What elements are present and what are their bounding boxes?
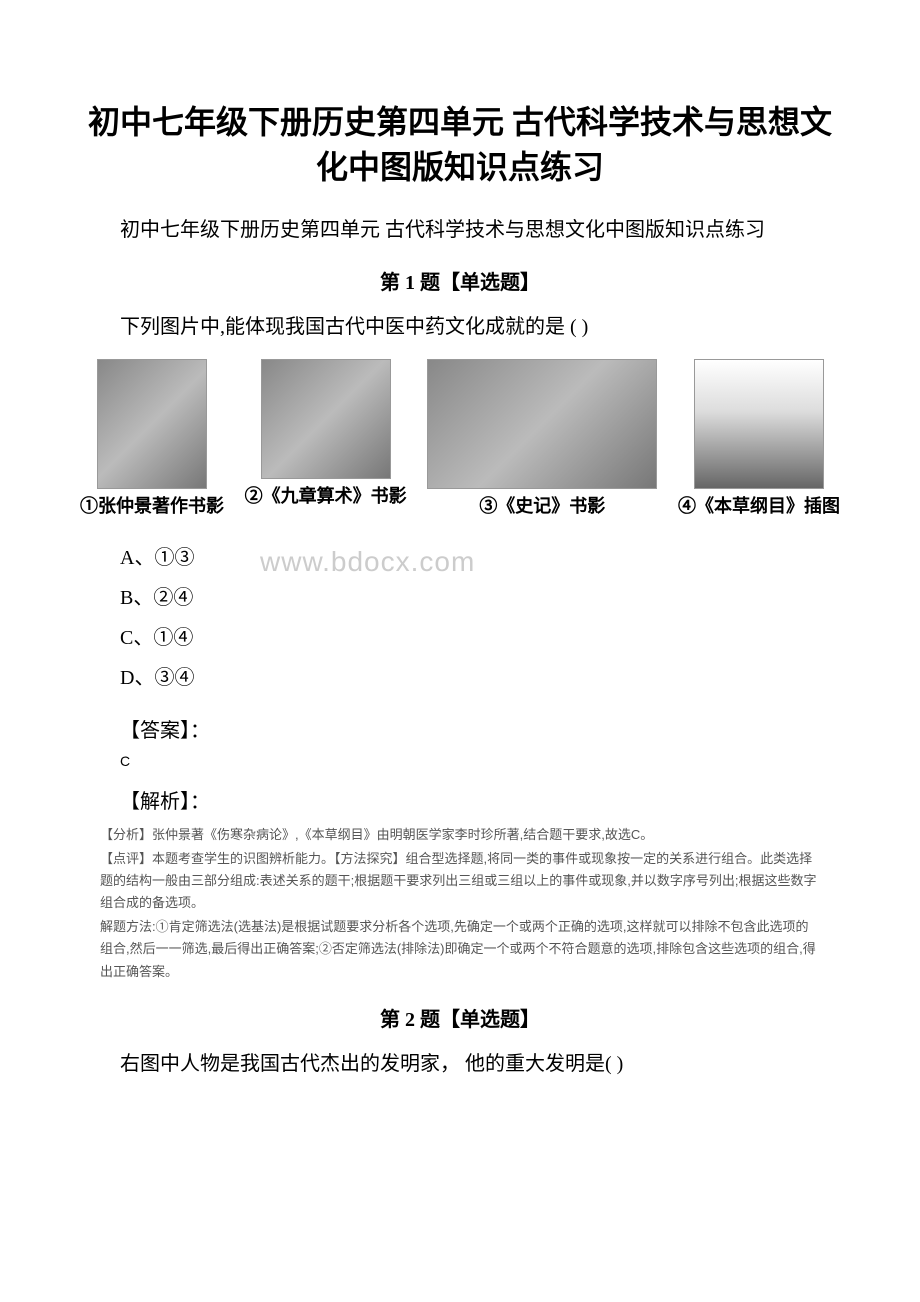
caption-3: ③《史记》书影 [479,495,605,518]
image-item-2: ②《九章算术》书影 [245,359,407,518]
option-a-text: A、①③ [120,547,194,569]
analysis-p3: 解题方法:①肯定筛选法(选基法)是根据试题要求分析各个选项,先确定一个或两个正确… [100,916,820,982]
analysis-content: 【分析】张仲景著《伤寒杂病论》,《本草纲目》由明朝医学家李时珍所著,结合题干要求… [100,824,820,983]
option-b: B、②④ [80,578,840,618]
caption-2: ②《九章算术》书影 [245,485,407,508]
book-image-4 [694,359,824,489]
book-image-3 [427,359,657,489]
q2-header: 第 2 题【单选题】 [80,1003,840,1032]
image-item-4: ④《本草纲目》插图 [678,359,840,518]
book-image-2 [261,359,391,479]
q1-text: 下列图片中,能体现我国古代中医中药文化成就的是 ( ) [80,311,840,343]
image-item-3: ③《史记》书影 [427,359,657,518]
q1-header: 第 1 题【单选题】 [80,266,840,295]
option-d: D、③④ [80,658,840,698]
analysis-p2: 【点评】本题考查学生的识图辨析能力。【方法探究】组合型选择题,将同一类的事件或现… [100,848,820,914]
main-title: 初中七年级下册历史第四单元 古代科学技术与思想文化中图版知识点练习 [80,100,840,190]
q2-text: 右图中人物是我国古代杰出的发明家， 他的重大发明是( ) [80,1048,840,1080]
option-a: A、①③ www.bdocx.com [80,538,840,578]
q1-image-row: ①张仲景著作书影 ②《九章算术》书影 ③《史记》书影 ④《本草纲目》插图 [80,359,840,518]
caption-1: ①张仲景著作书影 [80,495,224,518]
q1-options: A、①③ www.bdocx.com B、②④ C、①④ D、③④ [80,538,840,698]
answer-value: C [120,753,840,769]
subtitle-text: 初中七年级下册历史第四单元 古代科学技术与思想文化中图版知识点练习 [80,214,840,246]
option-c: C、①④ [80,618,840,658]
book-image-1 [97,359,207,489]
caption-4: ④《本草纲目》插图 [678,495,840,518]
answer-label: 【答案】： [80,714,840,743]
analysis-label: 【解析】： [80,785,840,814]
analysis-p1: 【分析】张仲景著《伤寒杂病论》,《本草纲目》由明朝医学家李时珍所著,结合题干要求… [100,824,820,846]
image-item-1: ①张仲景著作书影 [80,359,224,518]
